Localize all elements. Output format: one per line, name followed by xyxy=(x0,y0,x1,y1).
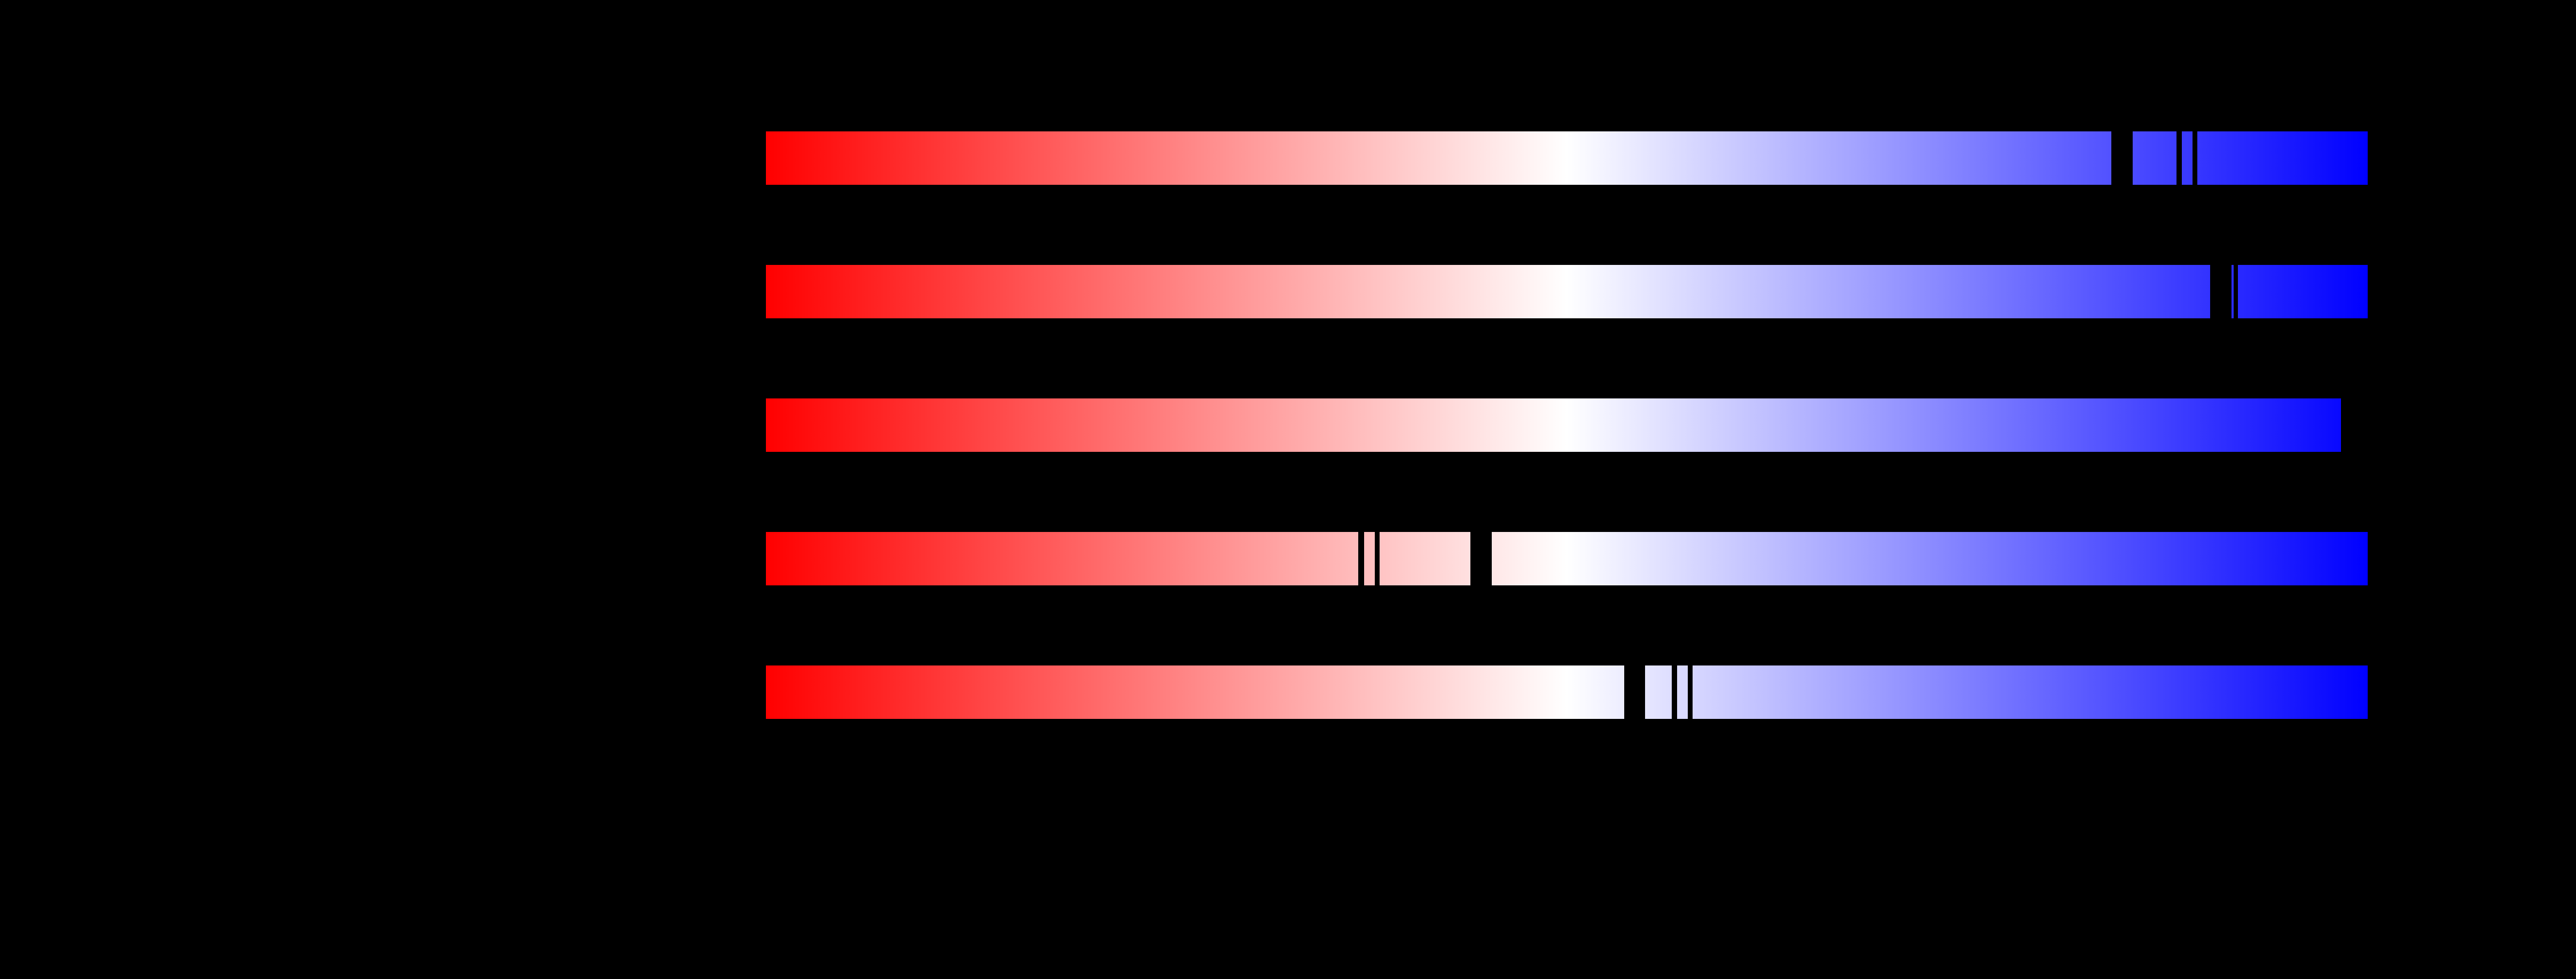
event-gap-tick xyxy=(2176,131,2182,185)
gradient-bar-row-4 xyxy=(766,532,2368,585)
event-gap-tick xyxy=(1358,532,1364,585)
event-gap-tick xyxy=(2193,131,2197,185)
event-gap-tick xyxy=(2111,131,2133,185)
gradient-bar-row-2 xyxy=(766,265,2368,318)
event-gap-tick xyxy=(1624,665,1645,719)
event-gap-tick xyxy=(1688,665,1693,719)
event-gap-tick xyxy=(1672,665,1677,719)
event-gap-tick xyxy=(2234,265,2238,318)
event-gap-tick xyxy=(1470,532,1492,585)
gradient-bar-row-3 xyxy=(766,398,2341,452)
gradient-bar-row-5 xyxy=(766,665,2368,719)
event-gap-tick xyxy=(2210,265,2232,318)
gradient-bar-row-1 xyxy=(766,131,2368,185)
event-gap-tick xyxy=(1375,532,1380,585)
